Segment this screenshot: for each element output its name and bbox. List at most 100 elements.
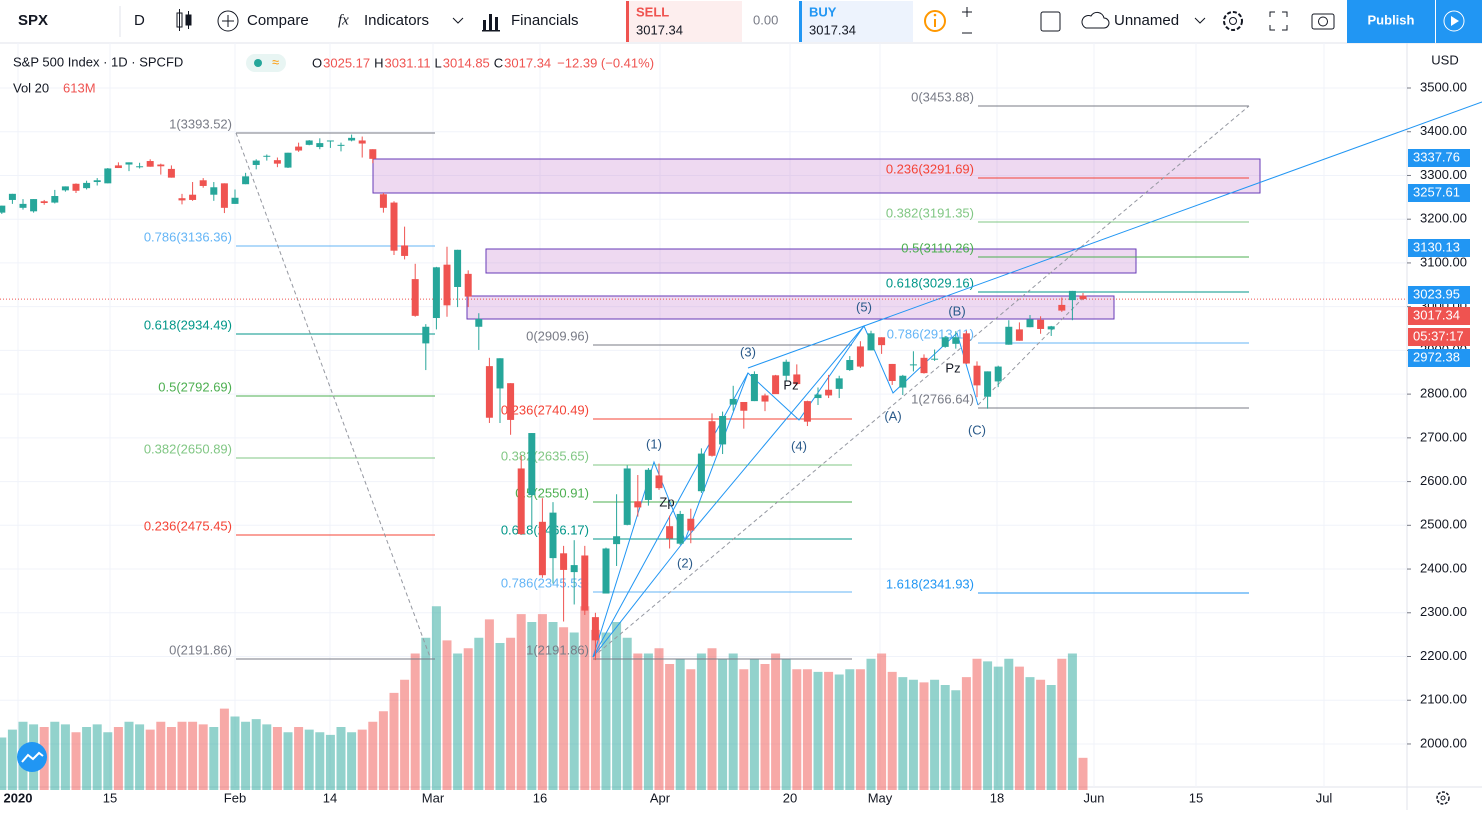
ohlc-value: 3031.11: [385, 55, 431, 70]
volume-bar: [590, 629, 600, 790]
candle-body: [30, 199, 38, 212]
compare-icon[interactable]: [217, 10, 239, 32]
x-tick-label: 15: [103, 790, 117, 805]
volume-bar: [135, 724, 145, 790]
plot-area: 1(3393.52) 0.786(3136.36) 0.618(2934.49) 0.…: [0, 43, 1482, 790]
price-tag: [1408, 328, 1470, 346]
volume-bar: [209, 727, 219, 790]
candle-body: [72, 183, 80, 191]
volume-bar: [156, 721, 166, 790]
volume-bar: [389, 692, 399, 790]
volume-bar: [431, 606, 441, 790]
candle-body: [613, 536, 621, 545]
fib-label: 0.786(2913.11): [887, 326, 974, 341]
settings-icon[interactable]: [1436, 791, 1450, 805]
volume-bar: [262, 724, 272, 790]
sell-button[interactable]: [626, 1, 742, 42]
fib-label: 0.786(2345.53): [501, 575, 589, 590]
candle-body: [825, 389, 833, 396]
volume-bar: [580, 606, 590, 790]
candle-body: [305, 140, 313, 145]
volume-bar: [898, 677, 908, 790]
fib-label: 0(3453.88): [911, 89, 974, 104]
candle-body: [485, 366, 493, 418]
wave-label: (2): [677, 555, 693, 570]
volume-legend-value: 613M: [63, 80, 96, 95]
play-button[interactable]: [1436, 0, 1482, 43]
candle-body: [1037, 319, 1045, 329]
volume-bar: [230, 716, 240, 790]
symbol[interactable]: SPX: [18, 12, 48, 29]
price-tag-label: 3130.13: [1413, 239, 1460, 254]
candle-body: [432, 267, 440, 319]
zone-rectangle: [485, 248, 1137, 274]
financials-icon[interactable]: [482, 14, 500, 32]
fib-label: 0.5(2550.91): [515, 485, 589, 500]
fib-label: 0.382(2635.65): [501, 448, 589, 463]
volume-bar: [283, 732, 293, 790]
chart-type-icon[interactable]: [176, 9, 192, 31]
buy-button[interactable]: [799, 1, 913, 42]
layout-name[interactable]: Unnamed: [1114, 12, 1179, 29]
volume-bar: [993, 666, 1003, 790]
volume-bar: [834, 674, 844, 790]
volume-bar: [622, 637, 632, 790]
volume-bar: [728, 653, 738, 790]
compare-button[interactable]: Compare: [247, 12, 309, 29]
fib-label: 0.5(3110.26): [901, 240, 974, 255]
volume-bar: [802, 669, 812, 790]
candle-body: [337, 144, 345, 146]
candle-body: [761, 395, 769, 402]
volume-bar: [1067, 653, 1077, 790]
wave-label: (1): [646, 436, 662, 451]
candle-body: [623, 468, 631, 525]
volume-bar: [781, 658, 791, 790]
price-tag: [1408, 349, 1470, 367]
candle-body: [19, 203, 27, 208]
cloud-icon[interactable]: [1081, 11, 1110, 29]
volume-bar: [336, 727, 346, 790]
volume-bar: [792, 669, 802, 790]
x-tick-label: May: [868, 790, 893, 805]
financials-button[interactable]: Financials: [511, 12, 579, 29]
play-icon: [1451, 16, 1459, 26]
volume-bar: [198, 724, 208, 790]
indicators-button[interactable]: Indicators: [364, 12, 429, 29]
interval[interactable]: D: [134, 12, 145, 29]
price-tag: [1408, 286, 1470, 304]
fib-label: 0.236(2475.45): [144, 518, 232, 533]
dropdown-icon[interactable]: [452, 17, 464, 24]
zone-rectangle: [466, 295, 1115, 320]
zone-rectangle: [372, 158, 1261, 194]
volume-bar: [537, 614, 547, 790]
candle-body: [93, 180, 101, 183]
candle-body: [167, 168, 175, 178]
volume-bar: [771, 653, 781, 790]
candle-body: [708, 421, 716, 456]
candle-body: [560, 553, 568, 570]
indicators-icon[interactable]: fx: [338, 12, 349, 28]
volume-bar: [760, 664, 770, 790]
x-tick-label: 20: [783, 790, 797, 805]
dropdown-icon[interactable]: [1194, 17, 1206, 24]
candle-body: [750, 374, 758, 402]
zoom-buttons[interactable]: [962, 7, 972, 34]
fullscreen-icon[interactable]: [1269, 11, 1288, 31]
candle-body: [1026, 319, 1034, 328]
candle-body: [793, 374, 801, 385]
candle-body: [51, 196, 59, 203]
publish-button[interactable]: [1347, 0, 1435, 43]
candle-body: [517, 468, 525, 535]
candle-body: [369, 149, 377, 159]
candle-body: [835, 378, 843, 389]
layout-icon[interactable]: [1040, 11, 1061, 32]
snapshot-icon[interactable]: [1311, 13, 1335, 30]
candle-body: [687, 518, 695, 531]
info-icon[interactable]: [924, 10, 946, 32]
y-tick-label: 3300.00: [1420, 167, 1467, 182]
sell-label: SELL: [636, 4, 669, 19]
price-tag-label: 3023.95: [1413, 286, 1460, 301]
price-tag-label: 3257.61: [1413, 184, 1460, 199]
candle-body: [814, 394, 822, 399]
settings-icon[interactable]: [1223, 11, 1243, 31]
